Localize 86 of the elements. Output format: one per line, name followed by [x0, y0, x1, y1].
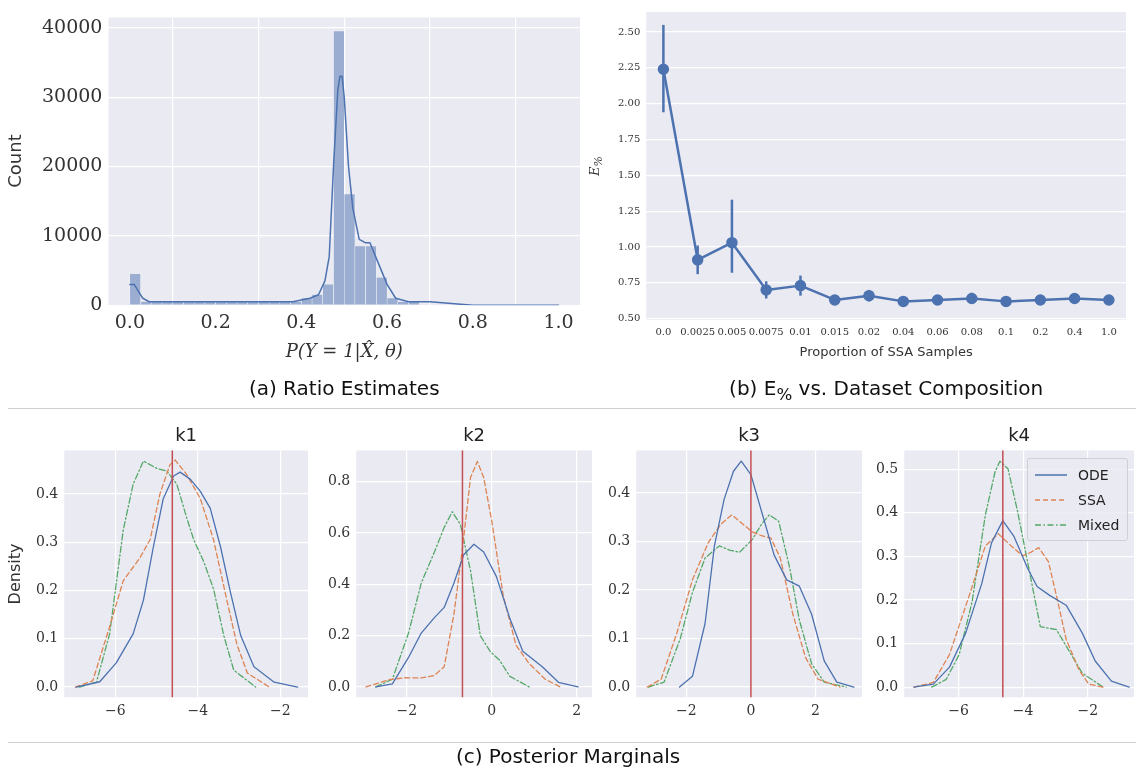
- y-tick-label: 0.3: [36, 532, 59, 549]
- x-tick-label: 0.6: [371, 309, 403, 332]
- text: (c) Posterior Marginals: [455, 744, 681, 768]
- x-tick-label: 0.0075: [748, 325, 784, 337]
- line-series: [375, 511, 530, 688]
- y-tick-label: 0.2: [876, 590, 899, 607]
- y-tick-label: 1.50: [618, 168, 641, 180]
- y-tick-label: 0.2: [36, 581, 59, 598]
- y-tick-label: 0.8: [328, 472, 351, 489]
- chart-title: k4: [1008, 424, 1031, 446]
- y-tick-label: 0.5: [876, 459, 899, 476]
- x-tick-label: 0.8: [457, 309, 488, 332]
- y-tick-label: 0.3: [608, 532, 631, 549]
- y-tick-label: 0.0: [36, 677, 59, 694]
- legend-label: SSA: [1078, 491, 1106, 508]
- x-tick-label: 1.0: [543, 309, 574, 332]
- x-tick-label: 0.08: [960, 325, 983, 337]
- x-tick-label: −4: [187, 702, 209, 719]
- x-tick-label: 0.04: [892, 325, 915, 337]
- text: (a) Ratio Estimates: [248, 376, 440, 400]
- x-tick-label: 2: [811, 702, 820, 719]
- x-tick-label: 0.015: [820, 325, 850, 337]
- y-tick-label: 2.25: [618, 61, 641, 73]
- y-tick-label: 1.75: [618, 133, 641, 145]
- x-tick-label: 0.0: [114, 309, 145, 332]
- y-tick-label: 0.1: [608, 629, 631, 646]
- y-tick-label: 0.50: [618, 312, 641, 324]
- y-tick-label: 2.50: [618, 25, 641, 37]
- x-tick-label: 0.4: [1066, 325, 1083, 337]
- y-tick-label: 0.1: [876, 634, 899, 651]
- chart-title: k3: [738, 424, 761, 446]
- x-tick-label: 0.01: [789, 325, 812, 337]
- x-tick-label: 0.0025: [680, 325, 716, 337]
- x-tick-label: 0.06: [926, 325, 949, 337]
- y-tick-label: 0.6: [328, 523, 351, 540]
- legend-label: ODE: [1078, 466, 1109, 483]
- x-tick-label: 0.2: [200, 309, 231, 332]
- y-tick-label: 10000: [41, 222, 103, 245]
- x-tick-label: 0.0: [655, 325, 672, 337]
- y-tick-label: 0.2: [608, 580, 631, 597]
- x-tick-label: −2: [676, 702, 697, 719]
- point: [1000, 295, 1012, 308]
- legend-label: Mixed: [1078, 516, 1120, 533]
- x-tick-label: −2: [270, 702, 291, 719]
- x-tick-label: 0.02: [857, 325, 881, 337]
- x-tick-label: 0: [746, 702, 756, 719]
- point: [897, 295, 910, 308]
- y-axis-title: Density: [4, 543, 24, 605]
- y-tick-label: 1.25: [618, 204, 641, 216]
- line-series: [365, 460, 561, 688]
- x-tick-label: 0.4: [286, 309, 317, 332]
- x-tick-label: 2: [572, 702, 582, 719]
- x-tick-label: 0.005: [717, 325, 747, 337]
- x-tick-label: −2: [1077, 702, 1099, 719]
- x-tick-label: 0.2: [1032, 325, 1049, 337]
- x-tick-label: −2: [396, 702, 418, 719]
- y-tick-label: 1.00: [618, 240, 641, 252]
- y-tick-label: 20000: [41, 153, 103, 176]
- y-tick-label: 0.1: [36, 629, 59, 646]
- y-tick-label: 0.0: [608, 677, 631, 694]
- x-tick-label: −6: [105, 702, 126, 719]
- x-tick-label: 0.1: [998, 325, 1015, 337]
- y-tick-label: 0.2: [328, 626, 351, 643]
- y-tick-label: 0.4: [876, 503, 899, 520]
- y-tick-label: 0: [90, 292, 103, 315]
- x-axis-title: P(Y = 1|X̂, θ): [285, 340, 403, 361]
- x-tick-label: −4: [1012, 702, 1034, 719]
- y-tick-label: 0.4: [328, 574, 351, 591]
- x-tick-label: 1.0: [1100, 325, 1117, 337]
- y-tick-label: 40000: [41, 14, 103, 37]
- y-tick-label: 0.0: [876, 677, 899, 694]
- y-tick-label: 0.4: [608, 483, 631, 500]
- x-axis-title: Proportion of SSA Samples: [799, 344, 973, 359]
- y-tick-label: 0.3: [876, 547, 899, 563]
- y-axis-title: Count: [3, 134, 25, 189]
- x-tick-label: −6: [948, 702, 969, 719]
- chart-title: k2: [463, 424, 486, 446]
- x-tick-label: 0: [487, 702, 497, 719]
- chart-title: k1: [175, 424, 198, 446]
- text: (b) E$_{%}$ vs. Dataset Composition: [729, 376, 1044, 404]
- y-tick-label: 2.00: [618, 97, 641, 109]
- point: [1103, 294, 1115, 306]
- y-tick-label: 0.4: [36, 484, 59, 501]
- y-tick-label: 0.0: [328, 677, 351, 694]
- y-tick-label: 30000: [41, 84, 103, 107]
- y-tick-label: 0.75: [618, 276, 641, 288]
